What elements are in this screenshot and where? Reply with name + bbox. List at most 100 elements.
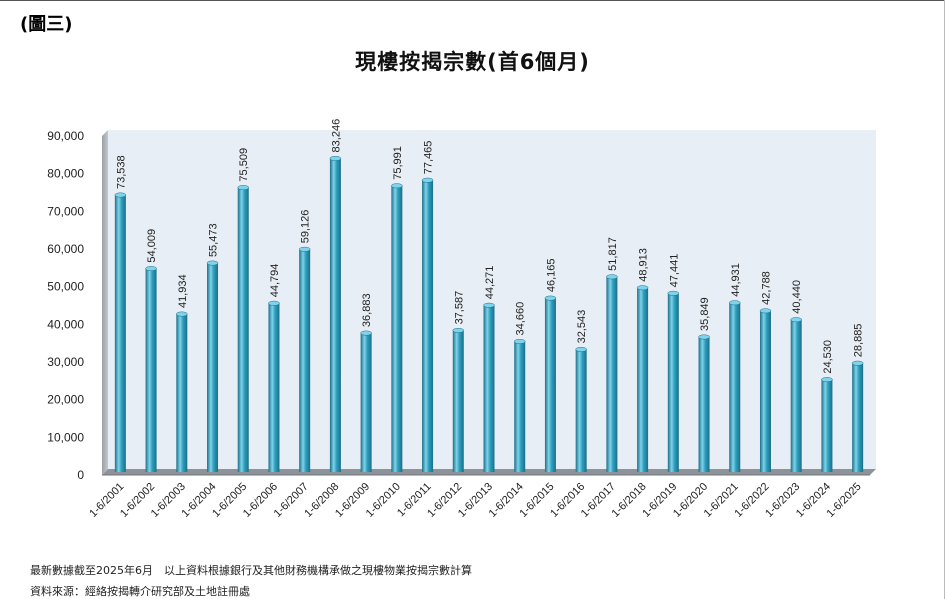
bar-cap — [452, 327, 465, 333]
bar — [851, 360, 864, 472]
data-label: 44,271 — [484, 266, 496, 300]
bar-body — [759, 310, 771, 472]
bar-cap — [636, 285, 649, 291]
bar-body — [729, 302, 741, 472]
y-tick-label: 90,000 — [47, 129, 84, 143]
bar-body — [544, 298, 556, 472]
x-axis: 1-6/20011-6/20021-6/20031-6/20041-6/2005… — [87, 481, 863, 520]
bar-cap — [329, 155, 342, 161]
data-label: 75,509 — [238, 148, 250, 182]
data-label: 48,913 — [638, 248, 650, 282]
bar — [114, 192, 127, 472]
y-tick-label: 60,000 — [47, 242, 84, 256]
bar-body — [514, 341, 526, 472]
chart-title: 現樓按揭宗數(首6個月) — [355, 50, 590, 74]
bar — [575, 346, 587, 472]
plot-background — [102, 130, 876, 476]
bar-cap — [821, 377, 833, 383]
bar — [237, 185, 249, 472]
bar-cap — [114, 192, 127, 198]
bar-chart: 0 10,000 20,000 30,000 40,000 50,000 60,000 70,… — [47, 119, 876, 520]
bar-cap — [268, 300, 280, 306]
bar-cap — [206, 260, 219, 266]
data-label: 28,885 — [853, 324, 865, 358]
y-tick-label: 30,000 — [47, 355, 84, 369]
bar-body — [391, 185, 403, 473]
bar — [298, 246, 311, 472]
bar-cap — [667, 290, 680, 296]
data-labels: 73,538 54,009 41,934 55,473 75,509 44,794 59,1… — [115, 119, 864, 374]
y-axis: 0 10,000 20,000 30,000 40,000 50,000 60,000 70,… — [47, 129, 84, 482]
data-label: 75,991 — [392, 146, 404, 180]
bar — [452, 327, 465, 472]
bar-cap — [729, 300, 741, 306]
bar-body — [299, 249, 311, 472]
bar-cap — [790, 317, 802, 323]
bar-body — [790, 319, 802, 472]
bar-body — [176, 314, 188, 472]
bar-body — [637, 287, 649, 472]
bar-cap — [851, 360, 864, 366]
data-label: 54,009 — [146, 229, 158, 263]
data-label: 44,931 — [730, 263, 742, 297]
data-label: 77,465 — [423, 141, 435, 175]
x-tick-label: 1-6/2025 — [825, 481, 864, 520]
bar-body — [667, 293, 679, 472]
figure-label: (圖三) — [20, 14, 73, 35]
data-label: 59,126 — [300, 210, 312, 244]
bars — [114, 155, 864, 473]
data-label: 24,530 — [822, 340, 834, 374]
bar-body — [698, 336, 710, 472]
bar-cap — [421, 177, 434, 183]
bar — [145, 266, 157, 472]
bar-cap — [298, 246, 311, 252]
bar — [544, 295, 557, 472]
bar-cap — [544, 295, 557, 301]
bar-cap — [575, 346, 587, 352]
bar — [790, 317, 802, 472]
data-label: 46,165 — [545, 258, 557, 292]
y-tick-label: 20,000 — [47, 393, 84, 407]
bar-cap — [391, 183, 403, 189]
bar-body — [821, 379, 833, 472]
bar-body — [207, 263, 219, 472]
bar-cap — [606, 274, 618, 280]
bar — [821, 377, 833, 472]
data-label: 34,660 — [515, 302, 527, 336]
data-source: 資料來源：經絡按揭轉介研究部及土地註冊處 — [30, 585, 250, 598]
data-footnote: 最新數據截至2025年6月 以上資料根據銀行及其他財務機構承做之現樓物業按揭宗數… — [30, 564, 472, 577]
bar-body — [237, 187, 249, 472]
side-wall — [102, 130, 108, 475]
data-label: 55,473 — [208, 223, 220, 257]
bar — [421, 177, 434, 473]
data-label: 47,441 — [668, 254, 680, 288]
data-label: 40,440 — [791, 280, 803, 314]
data-label: 32,543 — [576, 310, 588, 344]
y-tick-label: 70,000 — [47, 204, 84, 218]
bar-body — [360, 333, 372, 472]
bar — [176, 311, 188, 472]
bar — [329, 155, 342, 472]
data-label: 51,817 — [607, 237, 619, 271]
bar-body — [114, 195, 126, 472]
data-label: 73,538 — [115, 155, 127, 189]
y-tick-label: 80,000 — [47, 167, 84, 181]
bar — [360, 330, 372, 472]
bar-body — [483, 305, 495, 472]
data-label: 36,883 — [361, 293, 373, 327]
bar-cap — [360, 330, 372, 336]
data-label: 35,849 — [699, 297, 711, 331]
bar-body — [852, 363, 864, 472]
bar — [391, 183, 403, 473]
data-label: 42,788 — [760, 271, 772, 305]
bar-body — [575, 349, 587, 472]
y-tick-label: 50,000 — [47, 280, 84, 294]
bar-cap — [483, 302, 495, 308]
bar-body — [422, 180, 434, 473]
bar-cap — [513, 338, 526, 344]
y-tick-label: 40,000 — [47, 317, 84, 331]
bar — [513, 338, 526, 472]
bar-body — [452, 330, 464, 472]
bar-body — [606, 276, 618, 472]
bar-body — [329, 158, 341, 472]
